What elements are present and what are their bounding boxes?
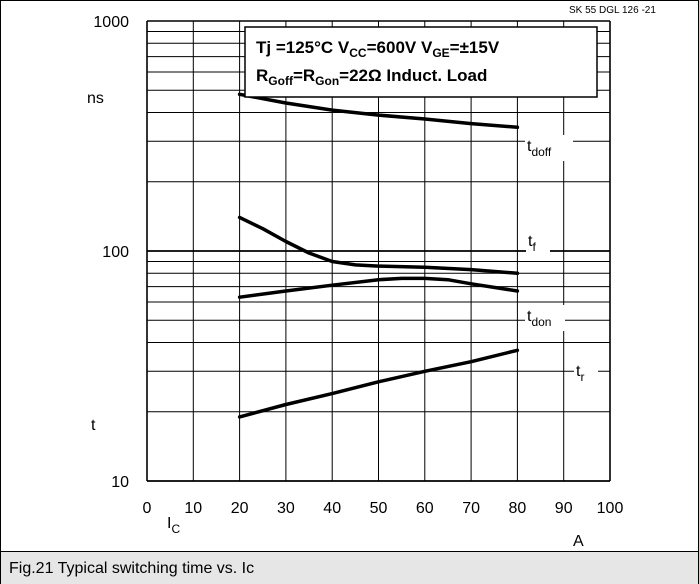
x-tick-label: 90 xyxy=(555,500,573,517)
x-tick-label: 100 xyxy=(597,500,624,517)
caption-bar: Fig.21 Typical switching time vs. Ic xyxy=(1,551,698,584)
curve-tr xyxy=(237,348,520,419)
figure-caption: Fig.21 Typical switching time vs. Ic xyxy=(9,560,255,577)
curve-tdon xyxy=(237,276,520,299)
series-label-bg xyxy=(525,135,573,161)
x-symbol-label: IC xyxy=(167,515,180,536)
x-tick-label: 10 xyxy=(184,500,202,517)
x-unit-label: A xyxy=(573,533,584,550)
x-tick-label: 40 xyxy=(323,500,341,517)
series-label-bg xyxy=(526,230,550,256)
series-label-tr: tr xyxy=(576,363,584,384)
x-tick-label: 60 xyxy=(416,500,434,517)
y-unit-label: ns xyxy=(87,90,104,107)
y-tick-label: 10 xyxy=(111,474,129,491)
conditions-box xyxy=(244,26,598,98)
x-tick-label: 80 xyxy=(509,500,527,517)
y-tick-label: 1000 xyxy=(93,14,129,31)
y-tick-labels: 10 100 1000 xyxy=(93,14,129,491)
conditions-line-1: Tj =125°C VCC=600V VGE=±15V xyxy=(256,38,500,60)
x-tick-label: 20 xyxy=(231,500,249,517)
x-tick-label: 50 xyxy=(370,500,388,517)
reference-code: SK 55 DGL 126 -21 xyxy=(569,5,656,16)
x-tick-label: 70 xyxy=(462,500,480,517)
curve-tf xyxy=(237,215,520,276)
curve-tdoff xyxy=(237,92,520,130)
series-label-tdon: tdon xyxy=(527,308,551,329)
curves xyxy=(237,92,520,419)
y-symbol-label: t xyxy=(91,417,96,434)
series-label-tf: tf xyxy=(528,233,536,254)
conditions-line-2: RGoff=RGon=22Ω Induct. Load xyxy=(256,66,487,88)
series-label-bg xyxy=(525,305,565,331)
x-tick-labels: 0 10 20 30 40 50 60 70 80 90 100 xyxy=(143,500,624,517)
x-tick-label: 0 xyxy=(143,500,152,517)
x-tick-label: 30 xyxy=(277,500,295,517)
y-tick-label: 100 xyxy=(102,244,129,261)
series-labels: tdoff tf tdon tr xyxy=(525,135,598,386)
switching-time-chart: 0 10 20 30 40 50 60 70 80 90 100 10 100 1000 SK 55 D… xyxy=(87,5,656,550)
series-label-tdoff: tdoff xyxy=(527,138,552,159)
series-label-bg xyxy=(574,360,598,386)
